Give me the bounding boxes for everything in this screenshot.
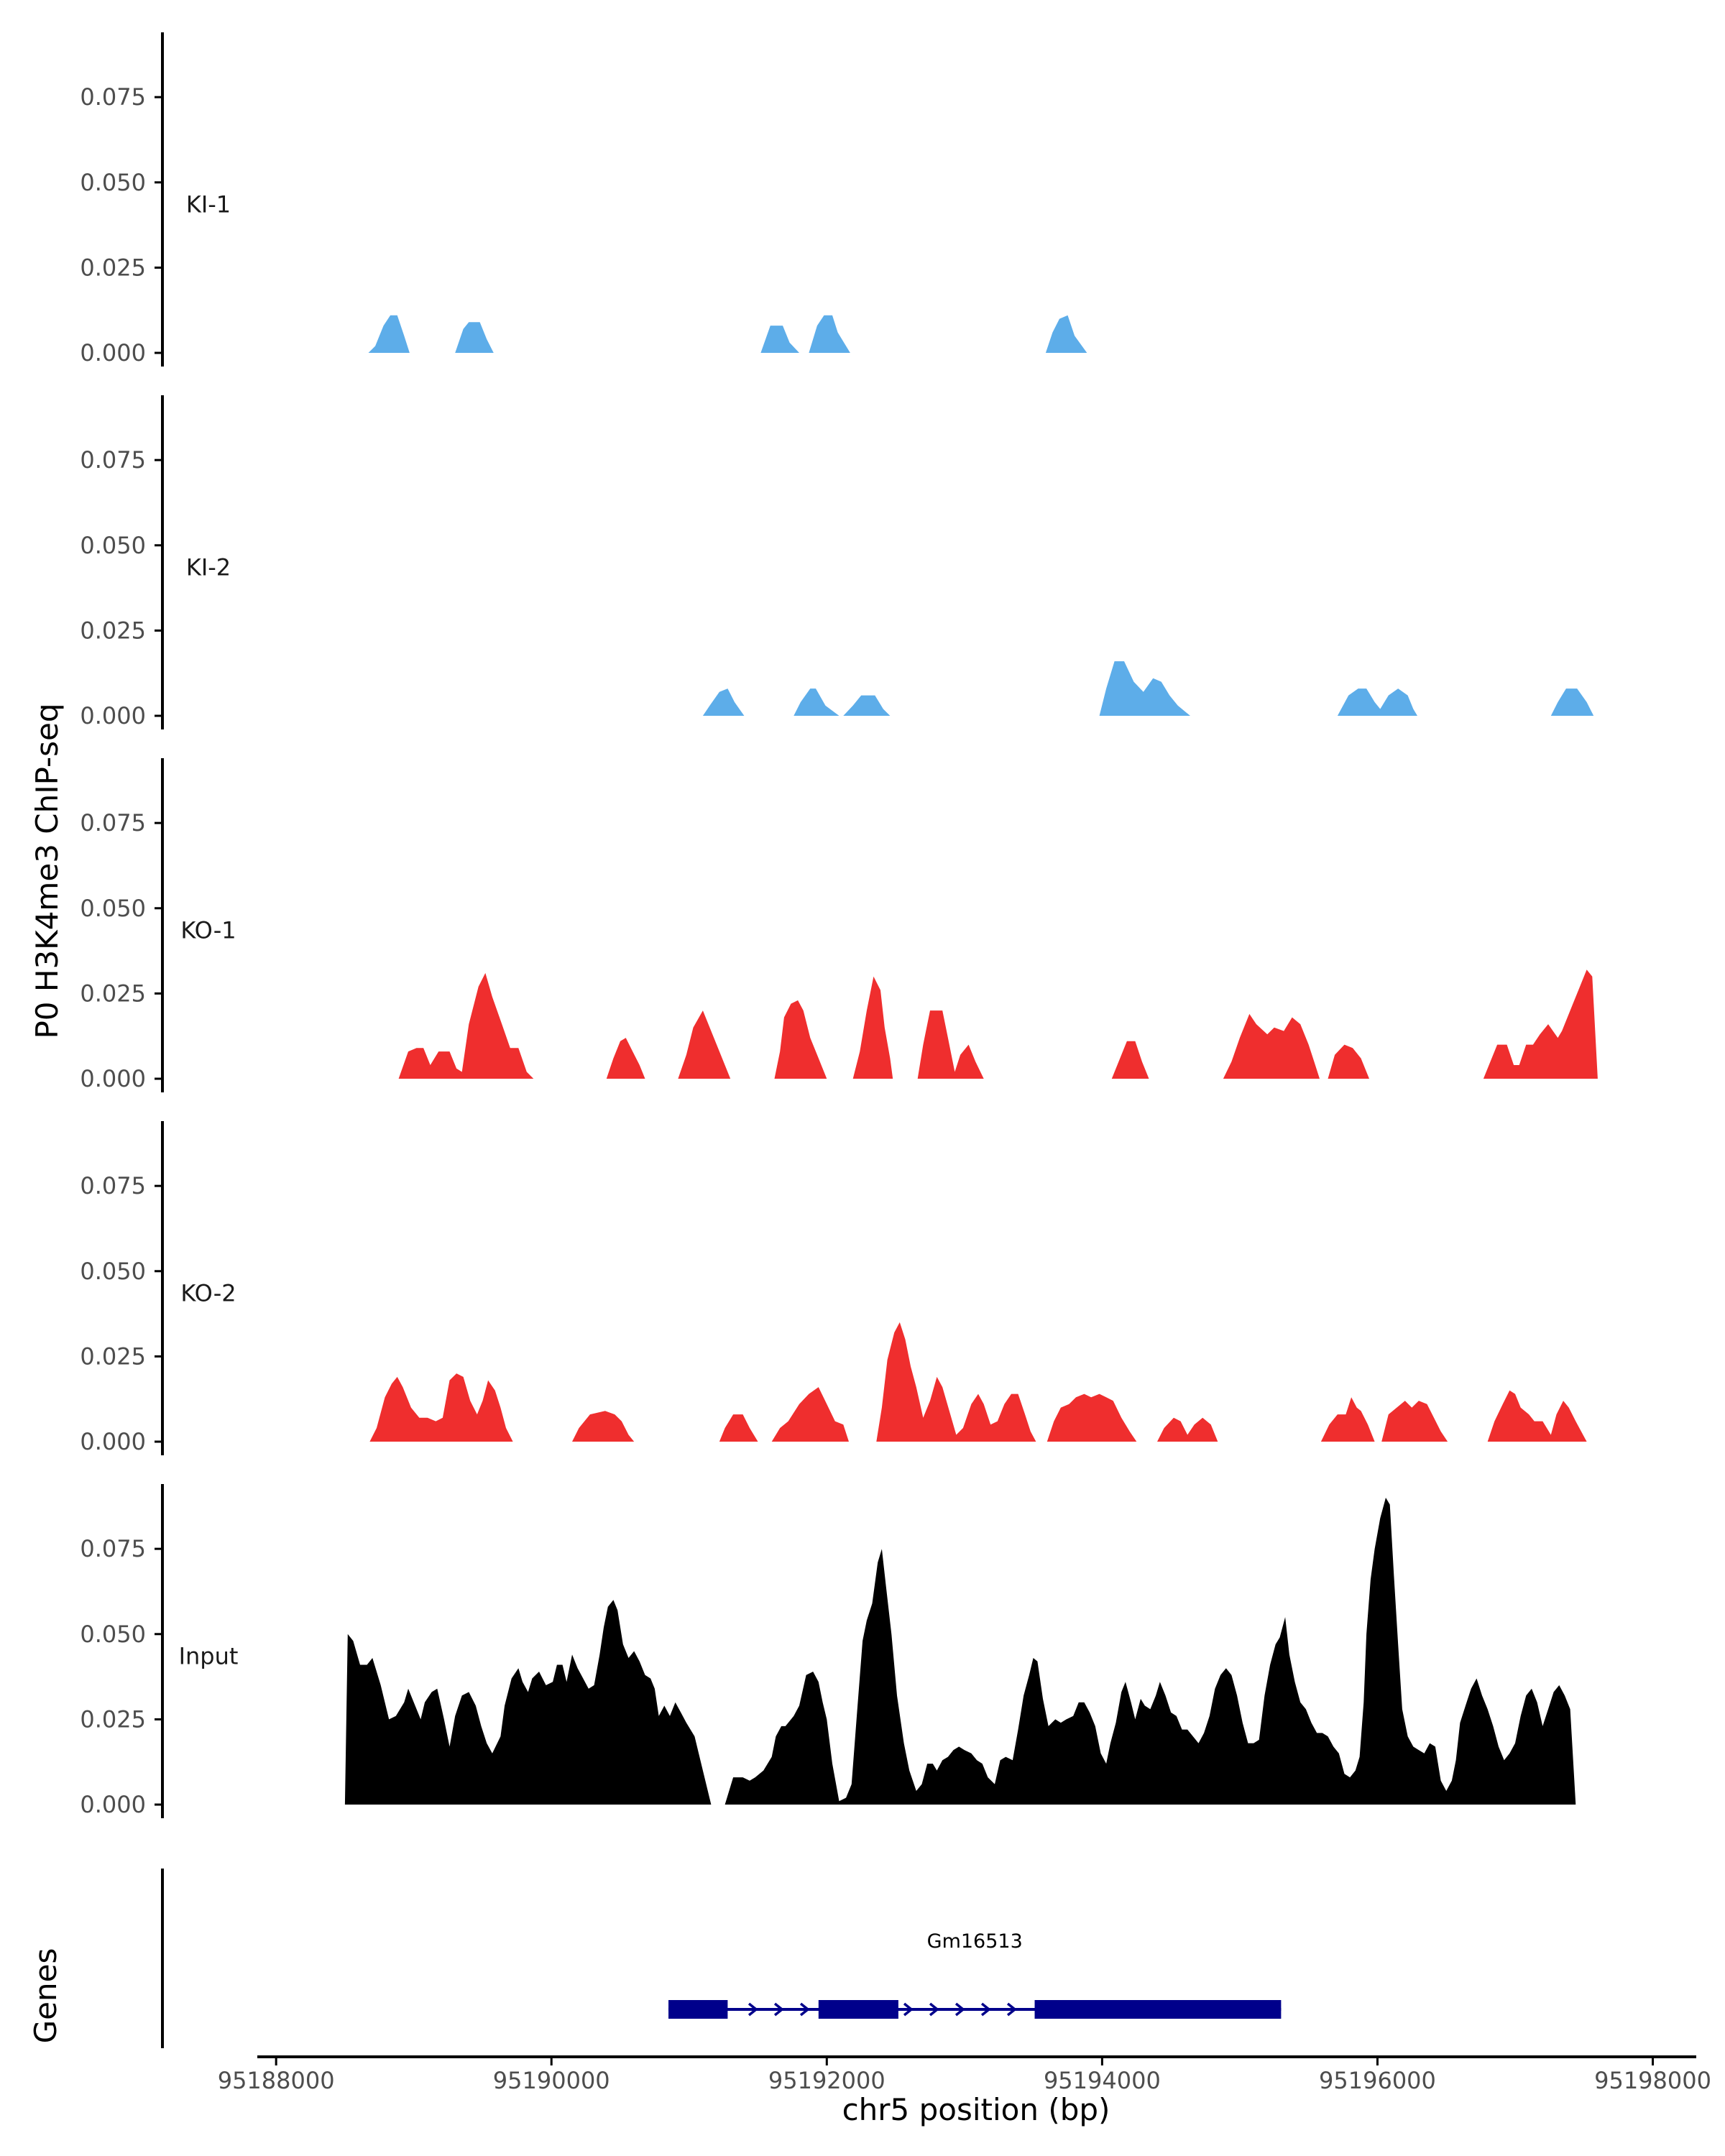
- signal-area: [1337, 688, 1417, 716]
- signal-area: [1550, 688, 1594, 716]
- signal-area: [702, 688, 745, 716]
- strand-arrow: [1006, 2002, 1017, 2017]
- signal-area: [852, 976, 893, 1079]
- track-ki-2: 0.000 0.025 0.050 0.075 KI-2: [80, 395, 1594, 729]
- signal-area: [794, 688, 840, 716]
- y-tick-label: 0.000: [80, 702, 146, 729]
- signal-area: [1223, 1013, 1320, 1079]
- y-tick-label: 0.025: [80, 980, 146, 1007]
- x-tick-label: 95188000: [218, 2067, 335, 2094]
- y-tick-label: 0.050: [80, 532, 146, 559]
- signal-area: [1157, 1417, 1218, 1442]
- signal-area: [724, 1498, 1576, 1805]
- signal-area: [774, 1000, 827, 1079]
- signal-area: [1328, 1044, 1369, 1079]
- signal-area: [1046, 1393, 1137, 1442]
- signal-area: [678, 1010, 731, 1079]
- signal-area: [843, 695, 891, 716]
- track-label: KI-1: [186, 191, 231, 218]
- x-tick-label: 95194000: [1044, 2067, 1161, 2094]
- track-label: KO-1: [180, 917, 236, 944]
- signal-area: [606, 1038, 645, 1079]
- signal-area: [1099, 661, 1190, 716]
- signal-area: [1483, 969, 1598, 1079]
- signal-area: [719, 1414, 758, 1442]
- y-tick-label: 0.000: [80, 1065, 146, 1092]
- y-tick-label: 0.050: [80, 169, 146, 196]
- track-label: Input: [179, 1643, 239, 1670]
- y-tick-label: 0.025: [80, 617, 146, 644]
- strand-arrow: [748, 2002, 758, 2017]
- x-tick-label: 95190000: [493, 2067, 610, 2094]
- track-input: 0.000 0.025 0.050 0.075 Input: [80, 1484, 1576, 1818]
- signal-area: [917, 1010, 984, 1079]
- x-tick-label: 95198000: [1594, 2067, 1711, 2094]
- y-tick-label: 0.050: [80, 1258, 146, 1285]
- signal-area: [809, 315, 850, 353]
- y-tick-label: 0.025: [80, 1342, 146, 1370]
- y-tick-label: 0.075: [80, 1172, 146, 1199]
- x-tick-label: 95192000: [768, 2067, 886, 2094]
- x-axis: 95188000 95190000 95192000 95194000 95196000…: [218, 2055, 1711, 2094]
- track-ko-2: 0.000 0.025 0.050 0.075 KO-2: [80, 1121, 1587, 1455]
- strand-arrow: [954, 2002, 965, 2017]
- strand-arrow: [929, 2002, 939, 2017]
- signal-area: [760, 326, 799, 353]
- gene-panel: Gm16513: [161, 1869, 1282, 2048]
- signal-area: [369, 1373, 513, 1442]
- y-tick-label: 0.075: [80, 446, 146, 474]
- y-tick-label: 0.075: [80, 1535, 146, 1562]
- signal-area: [398, 972, 534, 1079]
- y-tick-label: 0.025: [80, 1705, 146, 1733]
- y-tick-label: 0.050: [80, 895, 146, 922]
- strand-arrow: [903, 2002, 914, 2017]
- y-axis-title: P0 H3K4me3 ChIP-seq: [29, 703, 65, 1038]
- signal-area: [1487, 1390, 1587, 1442]
- signal-area: [1111, 1041, 1149, 1079]
- y-tick-label: 0.050: [80, 1621, 146, 1648]
- gene-name-label: Gm16513: [927, 1930, 1023, 1953]
- x-tick-label: 95196000: [1319, 2067, 1436, 2094]
- y-tick-label: 0.000: [80, 1428, 146, 1455]
- gene-exon: [818, 2000, 898, 2019]
- signal-area: [1320, 1397, 1375, 1442]
- y-tick-label: 0.000: [80, 1791, 146, 1818]
- signal-area: [1381, 1401, 1448, 1442]
- y-tick-label: 0.075: [80, 809, 146, 837]
- signal-area: [368, 315, 410, 353]
- x-axis-title: chr5 position (bp): [842, 2092, 1110, 2127]
- genes-axis-title: Genes: [28, 1948, 63, 2044]
- gene-exon: [668, 2000, 728, 2019]
- track-ki-1: 0.000 0.025 0.050 0.075 KI-1: [80, 32, 1087, 367]
- signal-area: [771, 1387, 849, 1442]
- signal-area: [572, 1411, 635, 1442]
- strand-arrow: [773, 2002, 784, 2017]
- strand-arrow: [980, 2002, 991, 2017]
- signal-area: [344, 1600, 712, 1805]
- track-label: KI-2: [186, 554, 231, 581]
- track-ko-1: 0.000 0.025 0.050 0.075 KO-1: [80, 758, 1598, 1092]
- signal-area: [876, 1322, 1036, 1442]
- y-tick-label: 0.075: [80, 83, 146, 111]
- strand-arrow: [799, 2002, 810, 2017]
- y-tick-label: 0.000: [80, 339, 146, 367]
- y-tick-label: 0.025: [80, 254, 146, 281]
- signal-area: [455, 322, 494, 353]
- tracks-layer: 0.0000.0250.0500.075KI-10.0000.0250.0500…: [80, 32, 1598, 1818]
- signal-area: [1045, 315, 1087, 353]
- track-label: KO-2: [180, 1280, 236, 1307]
- gene-exon: [1034, 2000, 1282, 2019]
